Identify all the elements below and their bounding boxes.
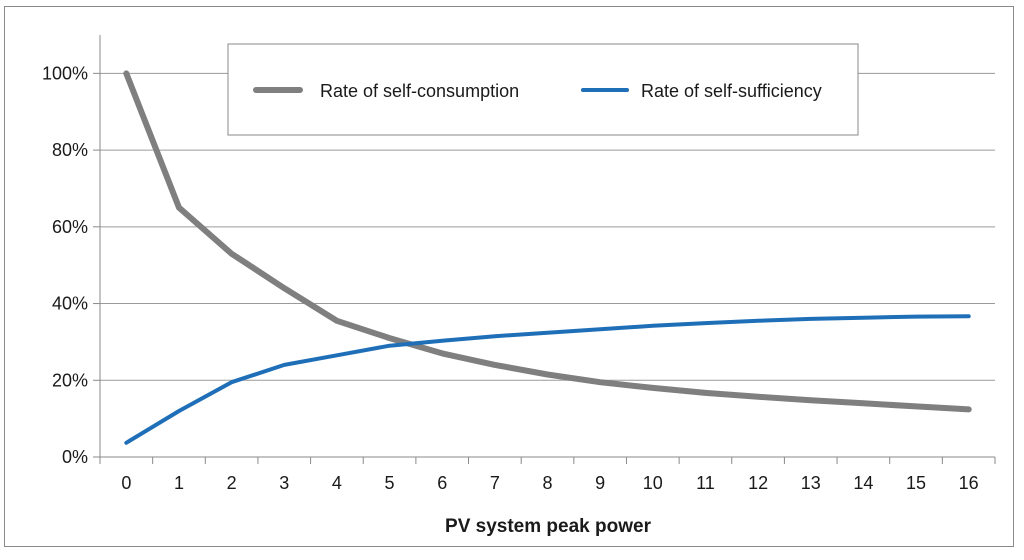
x-tick-label: 1: [174, 473, 184, 493]
x-tick-label: 7: [490, 473, 500, 493]
x-tick-label: 4: [332, 473, 342, 493]
y-tick-label: 80%: [52, 140, 88, 160]
legend-label-self-consumption: Rate of self-consumption: [320, 81, 519, 101]
x-tick-label: 9: [595, 473, 605, 493]
x-axis-title: PV system peak power: [445, 516, 652, 537]
legend-box: [227, 43, 859, 136]
axes: 0%20%40%60%80%100%0 1 2 3 4 5 6 7 8 9 10 11 12 13 14 15…: [42, 35, 996, 493]
y-tick-label: 60%: [52, 217, 88, 237]
x-tick-label: 16: [959, 473, 979, 493]
x-tick-label: 3: [279, 473, 289, 493]
x-tick-label: 8: [542, 473, 552, 493]
x-tick-label: 15: [906, 473, 926, 493]
legend-label-self-sufficiency: Rate of self-sufficiency: [641, 81, 822, 101]
y-tick-label: 40%: [52, 294, 88, 314]
y-tick-label: 0%: [62, 447, 88, 467]
x-tick-label: 14: [853, 473, 873, 493]
x-tick-label: 5: [385, 473, 395, 493]
y-tick-label: 100%: [42, 63, 88, 83]
x-tick-label: 2: [227, 473, 237, 493]
x-tick-label: 13: [801, 473, 821, 493]
x-tick-label: 6: [437, 473, 447, 493]
x-tick-label: 10: [643, 473, 663, 493]
x-tick-label: 12: [748, 473, 768, 493]
series-line-self-sufficiency: [124, 314, 971, 445]
series-lines: [123, 70, 972, 445]
series-line-self-consumption: [123, 70, 972, 413]
legend: Rate of self-consumption Rate of self-su…: [227, 43, 859, 136]
x-tick-label: 0: [121, 473, 131, 493]
y-tick-label: 20%: [52, 370, 88, 390]
x-tick-label: 11: [696, 473, 715, 493]
